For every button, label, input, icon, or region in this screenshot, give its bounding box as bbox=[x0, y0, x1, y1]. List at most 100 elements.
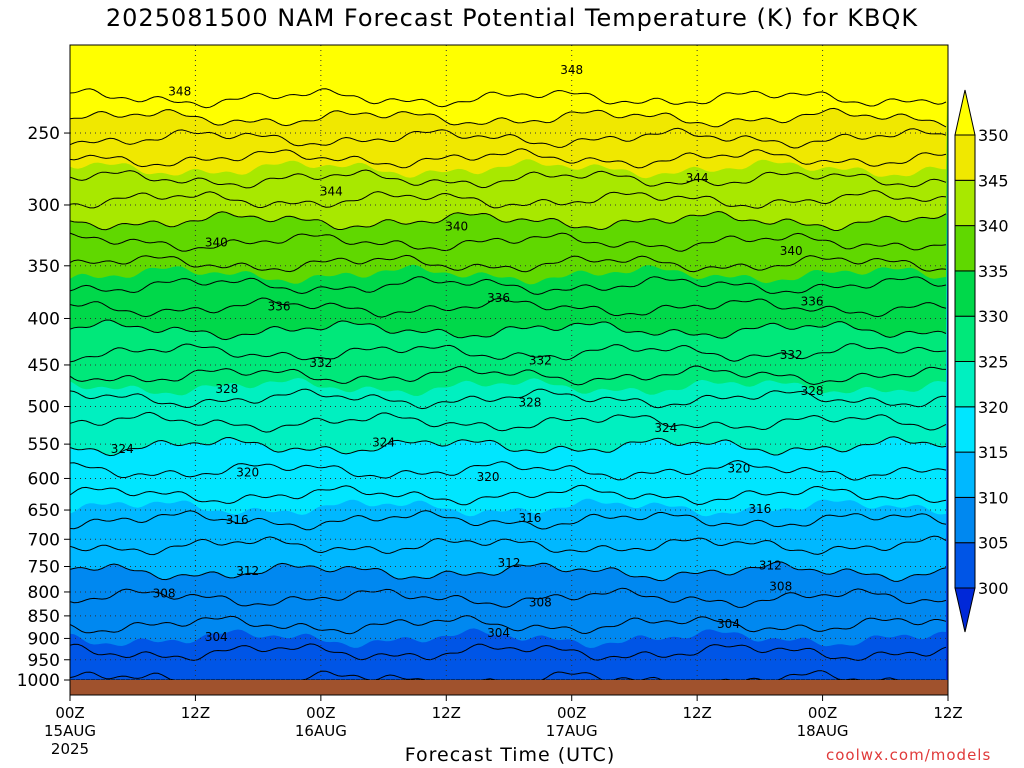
colorbar-segment bbox=[954, 270, 976, 317]
terrain-strip bbox=[70, 680, 948, 695]
colorbar: 300 305 310 315 320 325 330 335 340 345 350 bbox=[954, 89, 1009, 633]
x-tick-year: 2025 bbox=[51, 740, 89, 758]
y-tick-label: 850 bbox=[28, 607, 60, 627]
y-tick-label: 750 bbox=[28, 557, 60, 577]
contour-338 bbox=[69, 232, 947, 252]
axes: 2503003504004505005506006507007508008509… bbox=[17, 124, 963, 758]
source-credit: coolwx.com/models bbox=[826, 746, 992, 764]
x-tick-date: 16AUG bbox=[295, 722, 347, 740]
band-350 bbox=[70, 45, 948, 127]
contour-312 bbox=[69, 535, 947, 556]
contour-label: 304 bbox=[205, 630, 228, 644]
colorbar-segment bbox=[954, 406, 976, 453]
contour-314 bbox=[69, 510, 947, 531]
y-tick-label: 700 bbox=[28, 530, 60, 550]
contour-label: 348 bbox=[560, 63, 583, 77]
color-fill-bands bbox=[70, 45, 948, 680]
contour-350 bbox=[69, 107, 947, 128]
x-tick-label: 12Z bbox=[933, 704, 962, 722]
colorbar-segment bbox=[954, 496, 976, 544]
contour-332 bbox=[69, 297, 947, 318]
contour-label: 308 bbox=[529, 596, 552, 610]
contour-308 bbox=[69, 587, 947, 608]
contour-label: 304 bbox=[487, 626, 510, 640]
x-tick-date: 15AUG bbox=[44, 722, 96, 740]
contour-label: 328 bbox=[215, 382, 238, 396]
contour-label: 328 bbox=[518, 396, 541, 410]
colorbar-segment bbox=[954, 179, 976, 227]
contour-label: 316 bbox=[226, 513, 249, 527]
x-tick-date: 17AUG bbox=[546, 722, 598, 740]
colorbar-tick-label: 345 bbox=[978, 171, 1009, 190]
contour-label: 312 bbox=[236, 564, 259, 578]
contour-340 bbox=[69, 210, 947, 232]
contour-label: 308 bbox=[769, 579, 792, 593]
contour-label: 324 bbox=[372, 436, 395, 450]
colorbar-segment bbox=[954, 451, 976, 498]
contour-label: 320 bbox=[236, 465, 259, 479]
contour-label: 324 bbox=[111, 442, 134, 456]
x-tick-label: 12Z bbox=[181, 704, 210, 722]
contour-label: 324 bbox=[654, 421, 677, 435]
contour-label: 340 bbox=[205, 236, 228, 250]
contour-352 bbox=[69, 88, 947, 109]
x-tick-label: 12Z bbox=[682, 704, 711, 722]
contour-label: 328 bbox=[801, 384, 824, 398]
y-tick-label: 500 bbox=[28, 398, 60, 418]
contour-label: 344 bbox=[686, 171, 709, 185]
contour-316 bbox=[69, 484, 947, 506]
contour-label: 340 bbox=[445, 220, 468, 234]
contour-330 bbox=[69, 319, 947, 341]
contour-label: 320 bbox=[477, 470, 500, 484]
colorbar-tick-label: 350 bbox=[978, 126, 1009, 145]
y-tick-label: 1000 bbox=[17, 671, 60, 691]
contour-320 bbox=[69, 436, 947, 457]
contour-label: 348 bbox=[168, 84, 191, 98]
colorbar-tick-label: 320 bbox=[978, 398, 1009, 417]
contour-label: 320 bbox=[727, 461, 750, 475]
plot-border bbox=[69, 44, 949, 696]
contour-342 bbox=[69, 189, 947, 209]
contour-label: 336 bbox=[268, 299, 291, 313]
contour-label: 304 bbox=[717, 617, 740, 631]
contour-label: 332 bbox=[309, 356, 332, 370]
colorbar-tick-label: 340 bbox=[978, 217, 1009, 236]
y-tick-label: 450 bbox=[28, 356, 60, 376]
colorbar-segment bbox=[954, 134, 976, 181]
colorbar-tick-label: 330 bbox=[978, 307, 1009, 326]
y-tick-label: 550 bbox=[28, 435, 60, 455]
contour-306 bbox=[69, 615, 947, 635]
chart-title: 2025081500 NAM Forecast Potential Temper… bbox=[105, 4, 919, 32]
colorbar-tick-label: 315 bbox=[978, 443, 1009, 462]
colorbar-segment bbox=[954, 225, 976, 272]
contour-label: 316 bbox=[748, 502, 771, 516]
plot-frame bbox=[69, 44, 949, 696]
colorbar-segment bbox=[954, 315, 976, 363]
contour-labels: 348 348 344 344 340 340 340 336 336 336 332 332 332 3… bbox=[111, 63, 824, 644]
y-tick-label: 650 bbox=[28, 501, 60, 521]
contour-326 bbox=[69, 365, 947, 386]
contour-324 bbox=[69, 388, 947, 410]
contour-346 bbox=[69, 148, 947, 169]
contour-label: 316 bbox=[518, 511, 541, 525]
contour-344 bbox=[69, 169, 947, 189]
x-tick-label: 00Z bbox=[306, 704, 335, 722]
y-tick-label: 900 bbox=[28, 629, 60, 649]
contour-label: 336 bbox=[801, 294, 824, 308]
colorbar-tick-label: 310 bbox=[978, 488, 1009, 507]
y-tick-label: 400 bbox=[28, 309, 60, 329]
contour-348 bbox=[69, 127, 947, 149]
colorbar-tick-label: 300 bbox=[978, 579, 1009, 598]
y-tick-label: 350 bbox=[28, 257, 60, 277]
contour-label: 332 bbox=[529, 354, 552, 368]
colorbar-segment bbox=[954, 542, 976, 589]
contour-310 bbox=[69, 561, 947, 582]
x-tick-label: 00Z bbox=[808, 704, 837, 722]
contour-304 bbox=[69, 643, 947, 661]
contour-label: 332 bbox=[780, 348, 803, 362]
contour-318 bbox=[69, 459, 947, 481]
x-axis-label: Forecast Time (UTC) bbox=[404, 744, 616, 766]
contour-322 bbox=[69, 411, 947, 433]
y-tick-label: 800 bbox=[28, 583, 60, 603]
